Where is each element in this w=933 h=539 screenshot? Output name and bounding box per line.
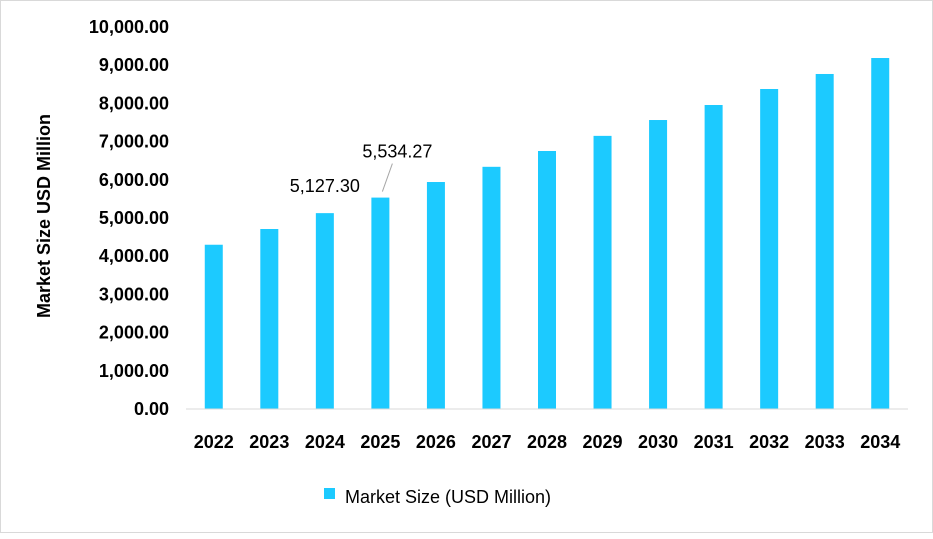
x-tick-label: 2034 bbox=[860, 432, 900, 452]
y-tick-label: 5,000.00 bbox=[99, 208, 169, 228]
bar-2030 bbox=[649, 120, 668, 409]
y-tick-label: 1,000.00 bbox=[99, 361, 169, 381]
x-tick-label: 2025 bbox=[360, 432, 400, 452]
y-tick-label: 3,000.00 bbox=[99, 284, 169, 304]
y-tick-label: 8,000.00 bbox=[99, 93, 169, 113]
x-tick-label: 2026 bbox=[416, 432, 456, 452]
legend-label: Market Size (USD Million) bbox=[345, 487, 551, 507]
y-tick-label: 0.00 bbox=[134, 399, 169, 419]
y-tick-label: 9,000.00 bbox=[99, 55, 169, 75]
bar-2034 bbox=[871, 58, 890, 409]
data-label: 5,534.27 bbox=[362, 142, 432, 162]
x-tick-label: 2028 bbox=[527, 432, 567, 452]
y-tick-label: 10,000.00 bbox=[89, 17, 169, 37]
bar-2028 bbox=[538, 150, 556, 409]
bar-2025 bbox=[371, 197, 390, 409]
y-tick-label: 4,000.00 bbox=[99, 246, 169, 266]
y-tick-label: 7,000.00 bbox=[99, 132, 169, 152]
bar-2024 bbox=[315, 213, 334, 409]
y-axis-label: Market Size USD Million bbox=[34, 114, 54, 318]
y-tick-label: 2,000.00 bbox=[99, 323, 169, 343]
data-label: 5,127.30 bbox=[290, 176, 360, 196]
bar-2033 bbox=[815, 73, 834, 410]
bar-2026 bbox=[426, 182, 445, 409]
bar-2029 bbox=[593, 135, 612, 409]
x-tick-label: 2032 bbox=[749, 432, 789, 452]
x-tick-label: 2031 bbox=[694, 432, 734, 452]
bar-2032 bbox=[760, 88, 779, 409]
bar-2031 bbox=[704, 105, 723, 410]
x-tick-label: 2030 bbox=[638, 432, 678, 452]
bar-2027 bbox=[482, 166, 501, 409]
legend-swatch bbox=[324, 488, 335, 499]
bar-2022 bbox=[204, 244, 223, 409]
x-tick-label: 2024 bbox=[305, 432, 345, 452]
x-tick-label: 2033 bbox=[805, 432, 845, 452]
data-label-leader bbox=[381, 163, 393, 192]
x-tick-label: 2029 bbox=[583, 432, 623, 452]
x-tick-label: 2023 bbox=[249, 432, 289, 452]
x-tick-label: 2022 bbox=[194, 432, 234, 452]
x-tick-label: 2027 bbox=[471, 432, 511, 452]
bar-2023 bbox=[260, 229, 279, 409]
y-tick-label: 6,000.00 bbox=[99, 170, 169, 190]
